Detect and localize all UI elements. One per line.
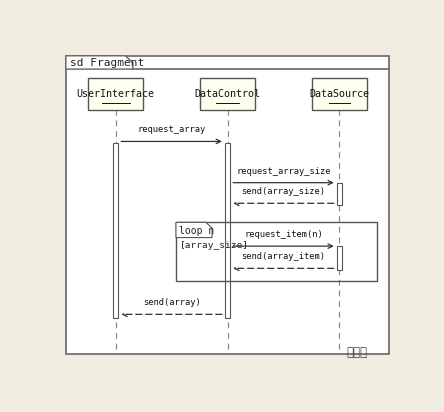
Text: send(array_size): send(array_size) (242, 187, 325, 197)
Text: send(array): send(array) (143, 298, 201, 307)
Bar (88, 78, 143, 110)
Text: send(array_item): send(array_item) (242, 253, 325, 261)
Text: [array_size]: [array_size] (179, 241, 248, 250)
Bar (225, 143, 230, 318)
Text: DataControl: DataControl (194, 89, 261, 99)
Text: loop n: loop n (179, 226, 214, 236)
Bar (337, 246, 342, 270)
Text: request_array: request_array (138, 126, 206, 134)
Text: UserInterface: UserInterface (77, 89, 155, 99)
Bar (337, 183, 342, 205)
Bar (312, 78, 367, 110)
Text: DataSource: DataSource (309, 89, 369, 99)
Text: request_array_size: request_array_size (236, 167, 331, 176)
Polygon shape (66, 56, 133, 69)
Polygon shape (176, 222, 212, 238)
Bar (113, 143, 119, 318)
Text: sd Fragment: sd Fragment (70, 58, 144, 68)
Bar (176, 222, 377, 281)
Text: request_item(n): request_item(n) (244, 230, 323, 239)
Text: 郑先琶: 郑先琶 (346, 346, 367, 359)
Bar (200, 78, 255, 110)
